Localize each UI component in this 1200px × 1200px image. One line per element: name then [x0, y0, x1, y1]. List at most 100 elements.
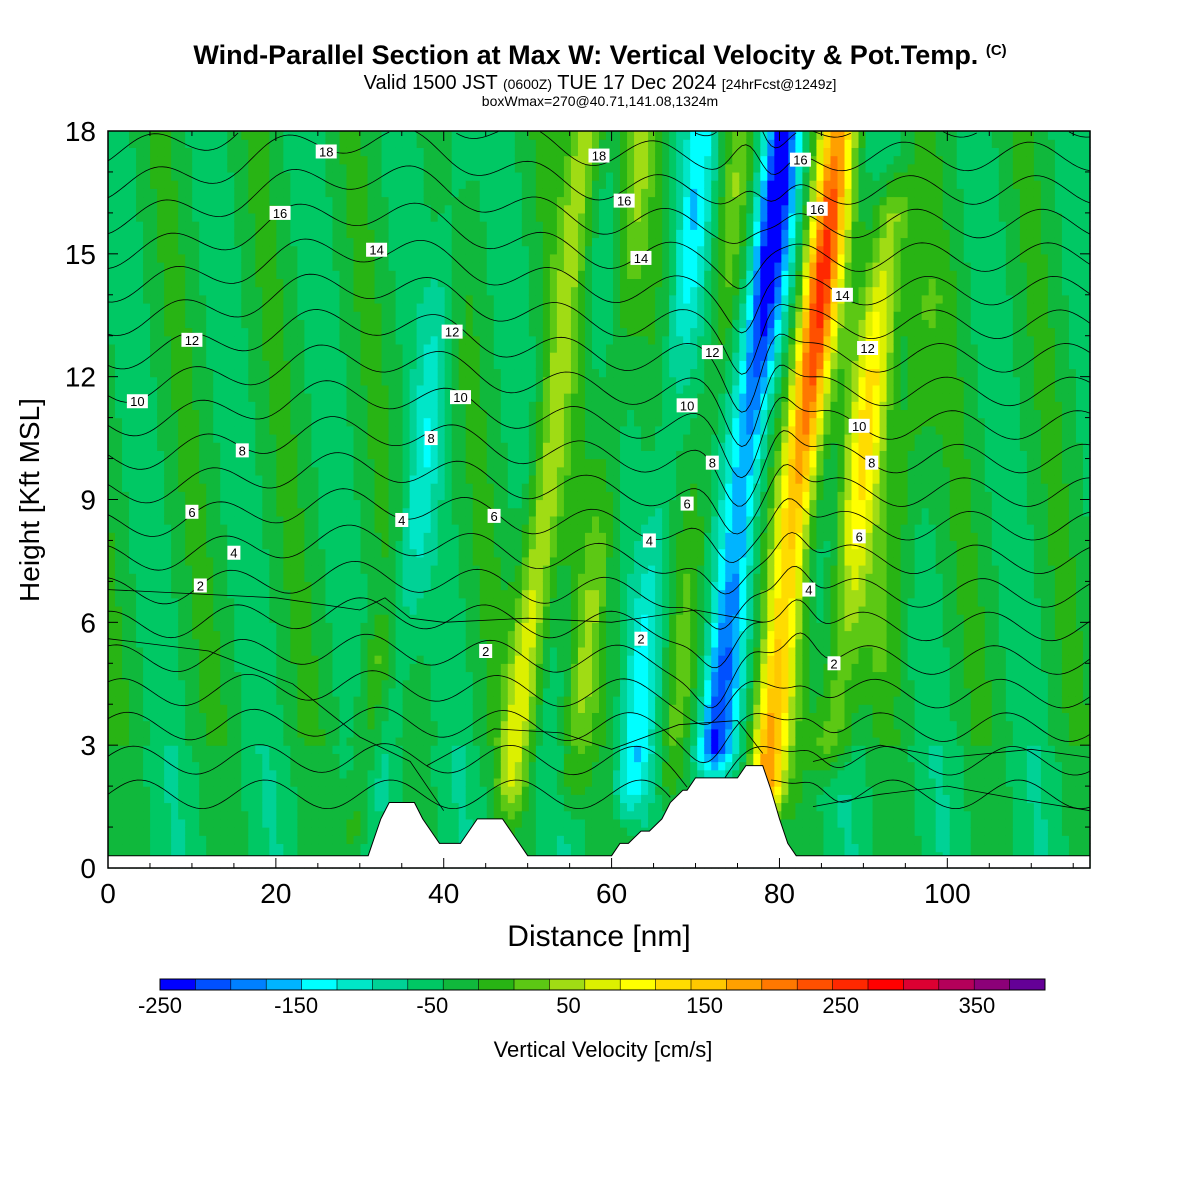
w-cell	[465, 679, 474, 689]
w-cell	[325, 253, 334, 263]
w-cell	[255, 417, 263, 427]
w-cell	[283, 171, 291, 181]
w-cell	[402, 565, 411, 574]
w-cell	[360, 384, 369, 394]
w-cell	[283, 646, 291, 656]
w-cell	[479, 565, 488, 574]
w-cell	[346, 524, 355, 533]
w-cell	[451, 131, 460, 140]
w-cell	[339, 679, 348, 689]
w-cell	[346, 171, 355, 181]
w-cell	[339, 343, 348, 353]
w-cell	[311, 335, 320, 345]
w-cell	[374, 532, 383, 542]
w-cell	[269, 687, 277, 697]
w-cell	[108, 278, 116, 288]
w-cell	[353, 352, 362, 361]
w-cell	[136, 474, 144, 484]
w-cell	[465, 319, 474, 329]
w-cell	[402, 393, 411, 402]
w-cell	[290, 843, 298, 853]
w-cell	[192, 679, 200, 689]
w-cell	[444, 769, 453, 779]
w-cell	[332, 548, 341, 558]
w-cell	[290, 728, 298, 738]
w-cell	[367, 679, 376, 689]
w-cell	[444, 565, 453, 574]
w-cell	[374, 352, 383, 361]
w-cell	[241, 704, 249, 714]
w-cell	[374, 401, 383, 411]
w-cell	[402, 270, 411, 279]
w-cell	[486, 147, 495, 157]
w-cell	[451, 409, 460, 419]
w-cell	[164, 180, 172, 189]
w-cell	[206, 343, 214, 353]
w-cell	[178, 843, 186, 853]
w-cell	[367, 139, 376, 148]
w-cell	[206, 761, 214, 771]
w-cell	[332, 253, 341, 263]
w-cell	[178, 294, 186, 304]
w-cell	[227, 483, 235, 492]
w-cell	[283, 450, 291, 460]
w-cell	[465, 474, 474, 484]
w-cell	[395, 671, 404, 681]
w-cell	[108, 188, 116, 198]
w-cell	[311, 360, 320, 370]
w-cell	[346, 777, 355, 787]
w-cell	[430, 237, 439, 247]
w-cell	[136, 491, 144, 501]
w-cell	[213, 638, 221, 648]
w-cell	[458, 818, 467, 828]
w-cell	[150, 352, 158, 361]
w-cell	[234, 704, 242, 714]
w-cell	[171, 491, 179, 501]
w-cell	[360, 245, 369, 255]
w-cell	[171, 393, 179, 402]
w-cell	[339, 229, 348, 239]
w-cell	[290, 442, 298, 451]
w-cell	[388, 253, 397, 263]
w-cell	[388, 393, 397, 402]
w-cell	[493, 663, 502, 673]
w-cell	[367, 188, 376, 198]
w-cell	[402, 458, 411, 468]
w-cell	[402, 139, 411, 148]
w-cell	[437, 147, 446, 157]
w-cell	[115, 753, 123, 763]
w-cell	[493, 786, 502, 795]
w-cell	[367, 131, 376, 140]
w-cell	[416, 769, 425, 779]
w-cell	[283, 196, 291, 206]
w-cell	[451, 450, 460, 460]
w-cell	[192, 360, 200, 370]
w-cell	[164, 212, 172, 222]
w-cell	[479, 810, 488, 820]
w-cell	[164, 638, 172, 648]
w-cell	[262, 360, 270, 370]
w-cell	[493, 777, 502, 787]
w-cell	[409, 302, 418, 312]
w-cell	[395, 663, 404, 673]
w-cell	[402, 581, 411, 591]
w-cell	[465, 450, 474, 460]
w-cell	[234, 319, 242, 329]
w-cell	[115, 614, 123, 623]
w-cell	[129, 450, 137, 460]
w-cell	[353, 311, 362, 320]
w-cell	[178, 777, 186, 787]
w-cell	[332, 581, 341, 591]
w-cell	[129, 343, 137, 353]
w-cell	[248, 401, 256, 411]
w-cell	[150, 147, 158, 157]
w-cell	[234, 311, 242, 320]
w-cell	[374, 442, 383, 451]
w-cell	[234, 139, 242, 148]
w-cell	[255, 442, 263, 451]
w-cell	[458, 294, 467, 304]
w-cell	[178, 499, 186, 509]
w-cell	[283, 384, 291, 394]
w-cell	[157, 679, 165, 689]
w-cell	[143, 818, 151, 828]
